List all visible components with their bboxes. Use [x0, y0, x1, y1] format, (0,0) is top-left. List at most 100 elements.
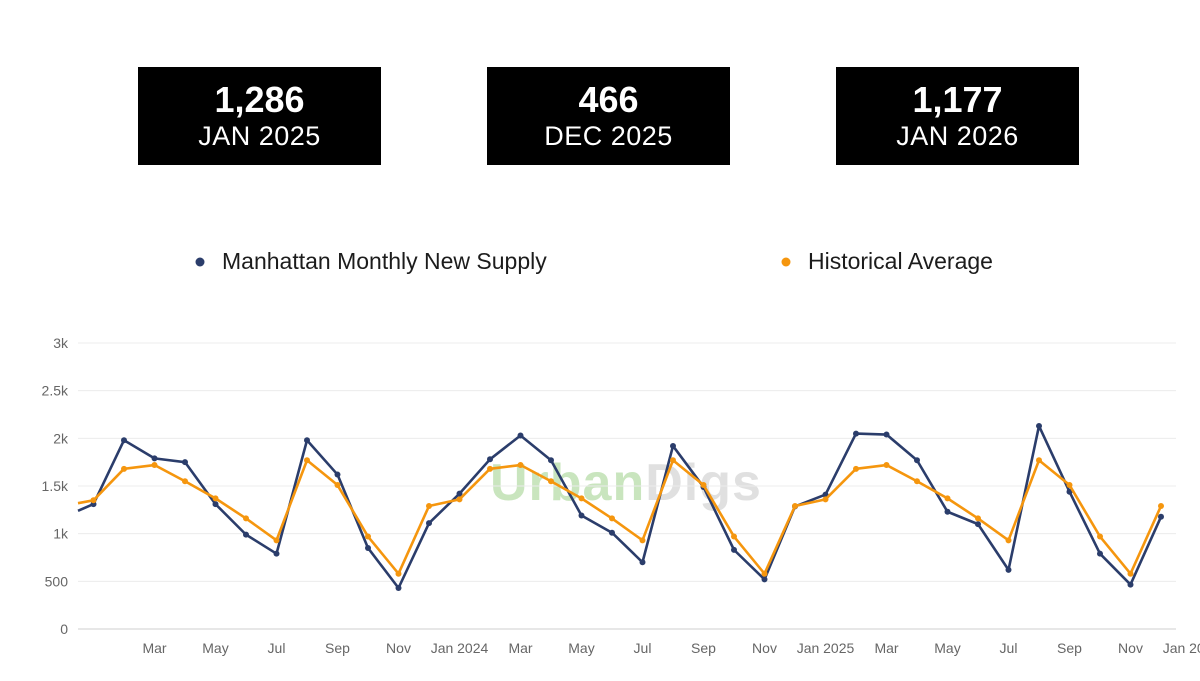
- x-tick-label: Nov: [386, 640, 411, 656]
- data-point-supply: [426, 520, 432, 527]
- legend-item-average[interactable]: Historical Average: [770, 248, 993, 275]
- data-point-average: [792, 503, 798, 510]
- data-point-average: [243, 515, 249, 522]
- data-point-average: [1066, 482, 1073, 489]
- data-point-average: [365, 533, 371, 540]
- x-tick-label: May: [934, 640, 960, 656]
- data-point-average: [1036, 457, 1042, 464]
- data-point-supply: [914, 457, 920, 464]
- data-point-supply: [395, 585, 402, 592]
- x-tick-label: Sep: [1057, 640, 1082, 656]
- x-tick-label: Sep: [691, 640, 716, 656]
- kpi-label: JAN 2025: [198, 121, 321, 151]
- x-tick-label: Mar: [874, 640, 898, 656]
- x-tick-label: Jul: [634, 640, 652, 656]
- data-point-supply: [517, 432, 524, 439]
- data-point-supply: [609, 529, 615, 536]
- data-point-supply: [334, 471, 341, 478]
- data-point-average: [273, 537, 280, 544]
- data-point-supply: [243, 531, 249, 538]
- data-point-average: [944, 495, 951, 502]
- data-point-supply: [1127, 581, 1134, 588]
- data-point-average: [761, 570, 768, 577]
- data-point-average: [182, 478, 188, 485]
- data-point-average: [822, 496, 829, 503]
- data-point-average: [426, 503, 432, 510]
- data-point-supply: [182, 459, 188, 466]
- data-point-average: [731, 533, 737, 540]
- data-point-average: [212, 495, 219, 502]
- chart-legend: Manhattan Monthly New Supply Historical …: [0, 246, 1200, 280]
- data-point-average: [670, 457, 676, 464]
- data-point-supply: [273, 550, 280, 557]
- data-point-average: [609, 515, 615, 522]
- data-point-supply: [883, 431, 890, 438]
- series-line-supply: [77, 424, 1163, 590]
- data-point-average: [456, 496, 463, 503]
- data-point-average: [1127, 570, 1134, 577]
- data-point-average: [578, 495, 585, 502]
- y-tick-label: 3k: [53, 335, 69, 351]
- y-tick-label: 500: [45, 573, 69, 589]
- x-tick-label: Jan 2024: [431, 640, 489, 656]
- data-point-supply: [304, 437, 310, 444]
- data-point-supply: [212, 501, 219, 508]
- data-point-average: [639, 537, 646, 544]
- kpi-label: DEC 2025: [544, 121, 673, 151]
- data-point-supply: [121, 437, 127, 444]
- data-point-average: [334, 482, 341, 489]
- data-point-supply: [578, 512, 585, 519]
- kpi-card-jan-2026: 1,177 JAN 2026: [836, 67, 1079, 165]
- data-point-supply: [1158, 513, 1164, 520]
- data-point-average: [1005, 537, 1012, 544]
- x-tick-label: Nov: [752, 640, 777, 656]
- data-point-supply: [670, 442, 676, 449]
- data-point-average: [975, 515, 981, 522]
- x-tick-label: Jan 2026: [1163, 640, 1200, 656]
- data-point-average: [548, 478, 554, 485]
- y-tick-label: 1k: [53, 526, 69, 542]
- x-tick-label: Nov: [1118, 640, 1143, 656]
- data-point-supply: [456, 490, 463, 497]
- data-point-supply: [1066, 488, 1073, 495]
- kpi-card-dec-2025: 466 DEC 2025: [487, 67, 730, 165]
- data-point-average: [90, 497, 97, 504]
- data-point-average: [1097, 533, 1103, 540]
- legend-marker-average: [781, 257, 791, 266]
- kpi-value: 1,177: [912, 79, 1003, 120]
- x-tick-label: Sep: [325, 640, 350, 656]
- data-point-supply: [639, 559, 646, 566]
- data-point-average: [304, 457, 310, 464]
- y-tick-label: 2k: [53, 430, 69, 446]
- line-chart: 0 500 1k 1.5k 2k 2.5k 3k Mar May Jul Sep Nov Jan 202…: [42, 335, 1200, 656]
- data-point-supply: [761, 576, 768, 583]
- legend-marker-supply: [195, 257, 205, 266]
- kpi-value: 1,286: [214, 79, 305, 120]
- x-tick-label: Jan 2025: [797, 640, 855, 656]
- y-tick-label: 2.5k: [42, 383, 69, 399]
- data-point-average: [395, 570, 402, 577]
- data-point-supply: [1005, 566, 1012, 573]
- data-point-supply: [731, 546, 737, 553]
- kpi-card-jan-2025: 1,286 JAN 2025: [138, 67, 381, 165]
- data-point-supply: [853, 430, 859, 437]
- data-point-average: [121, 465, 127, 472]
- data-point-supply: [487, 456, 493, 463]
- data-point-supply: [944, 508, 951, 515]
- legend-item-supply[interactable]: Manhattan Monthly New Supply: [184, 248, 547, 275]
- data-point-average: [517, 462, 524, 469]
- x-tick-label: Jul: [1000, 640, 1018, 656]
- data-point-average: [151, 462, 158, 469]
- y-tick-label: 0: [60, 621, 68, 637]
- data-point-supply: [975, 521, 981, 528]
- data-point-average: [853, 465, 859, 472]
- data-point-average: [1158, 503, 1164, 510]
- x-tick-label: Mar: [508, 640, 532, 656]
- legend-label-average: Historical Average: [808, 248, 993, 274]
- data-point-supply: [1036, 422, 1042, 429]
- x-tick-label: May: [202, 640, 228, 656]
- data-point-supply: [151, 455, 158, 462]
- x-tick-label: May: [568, 640, 594, 656]
- data-point-supply: [365, 544, 371, 551]
- kpi-label: JAN 2026: [896, 121, 1019, 151]
